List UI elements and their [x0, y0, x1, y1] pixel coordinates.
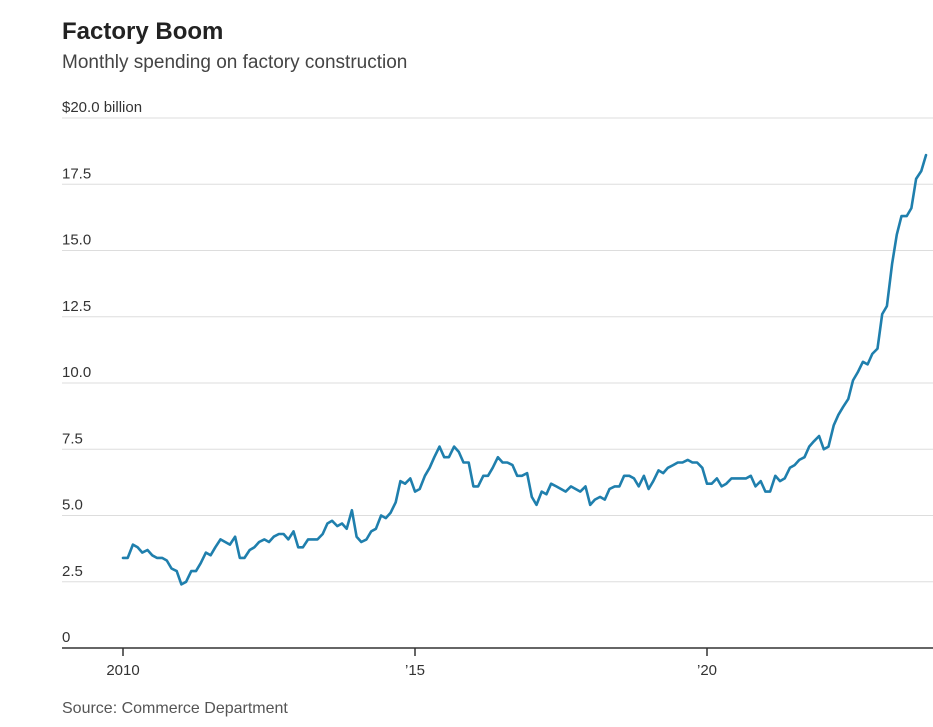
y-tick-label: 12.5 [62, 298, 91, 315]
gridlines [62, 117, 933, 583]
x-tick-label: 2010 [106, 662, 139, 679]
y-tick-label: 7.5 [62, 430, 83, 447]
y-tick-label: 15.0 [62, 232, 91, 249]
y-tick-label: 2.5 [62, 563, 83, 580]
series-layer [121, 153, 928, 586]
chart-title: Factory Boom [62, 18, 224, 45]
y-tick-label: 5.0 [62, 497, 83, 514]
x-tick-label: ’20 [697, 662, 717, 679]
source-note: Source: Commerce Department [62, 700, 288, 717]
y-axis-ticks: 0 2.5 5.0 7.5 10.0 12.5 15.0 17.5 $20.0 billion [62, 99, 142, 646]
series-line [121, 153, 928, 586]
y-tick-label: $20.0 billion [62, 99, 142, 116]
x-tick-label: ’15 [405, 662, 425, 679]
x-axis: 2010 ’15 ’20 [62, 647, 933, 679]
y-tick-label: 10.0 [62, 364, 91, 381]
y-tick-label: 17.5 [62, 165, 91, 182]
chart-subtitle: Monthly spending on factory construction [62, 52, 408, 73]
y-tick-label: 0 [62, 629, 70, 646]
